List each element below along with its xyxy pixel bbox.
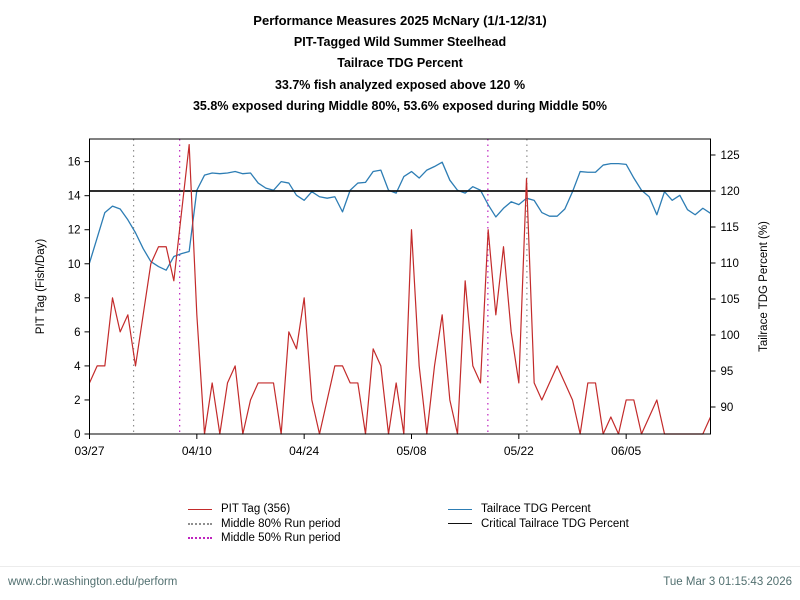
pit-tag-line-swatch <box>188 508 212 510</box>
legend-item-middle80: Middle 80% Run period <box>188 517 341 532</box>
legend-item-critical-tdg: Critical Tailrace TDG Percent <box>448 517 629 532</box>
plot-frame <box>89 138 711 435</box>
left-axis-tick-label: 4 <box>74 361 81 373</box>
x-axis-tick-label: 04/10 <box>182 444 212 458</box>
right-axis-tick-label: 125 <box>721 150 740 162</box>
legend-label: Middle 50% Run period <box>221 532 341 545</box>
legend-label: Tailrace TDG Percent <box>481 503 591 516</box>
legend-label: Critical Tailrace TDG Percent <box>481 517 629 530</box>
tdg-line-swatch <box>448 508 472 510</box>
chart-title-line5: 35.8% exposed during Middle 80%, 53.6% e… <box>192 99 607 113</box>
right-axis-tick-label: 95 <box>721 366 734 378</box>
middle80-line-swatch <box>188 522 212 525</box>
legend-item-middle50: Middle 50% Run period <box>188 531 341 546</box>
right-axis-tick-label: 105 <box>721 294 740 306</box>
right-axis-tick-label: 115 <box>721 222 739 234</box>
right-axis-tick-label: 120 <box>721 186 740 198</box>
chart-title-block: Performance Measures 2025 McNary (1/1-12… <box>0 10 800 118</box>
legend-label: Middle 80% Run period <box>221 517 341 530</box>
page-footer: www.cbr.washington.edu/perform Tue Mar 3… <box>0 566 800 600</box>
x-axis-tick-label: 05/08 <box>396 444 426 458</box>
tdg-percent-line <box>88 161 711 271</box>
left-axis-tick-label: 8 <box>74 293 80 305</box>
cbr-perform-link[interactable]: www.cbr.washington.edu/perform <box>8 576 178 588</box>
legend-left-column: PIT Tag (356) Middle 80% Run period Midd… <box>188 502 341 546</box>
chart-title-line3: Tailrace TDG Percent <box>337 56 463 70</box>
performance-chart: 0 2 4 6 8 10 12 14 16 90 95 100 105 110 115 120 125 03/27… <box>35 138 770 458</box>
left-axis-tick-label: 2 <box>74 395 80 407</box>
chart-title-line2: PIT-Tagged Wild Summer Steelhead <box>293 34 507 49</box>
x-axis-tick-label: 06/05 <box>611 444 641 458</box>
right-axis-tick-label: 90 <box>721 402 734 414</box>
left-axis-tick-label: 16 <box>68 157 81 169</box>
x-axis-tick-label: 05/22 <box>504 444 534 458</box>
right-axis-title: Tailrace TDG Percent (%) <box>758 221 770 352</box>
left-axis-tick-label: 10 <box>68 259 81 271</box>
x-axis-tick-label: 03/27 <box>74 444 104 458</box>
left-axis-tick-label: 14 <box>68 191 81 203</box>
legend-right-column: Tailrace TDG Percent Critical Tailrace T… <box>448 502 629 531</box>
critical-tdg-line-swatch <box>448 523 472 525</box>
left-axis-title: PIT Tag (Fish/Day) <box>35 239 47 335</box>
pit-tag-line <box>88 144 712 435</box>
render-timestamp: Tue Mar 3 01:15:43 2026 <box>663 576 792 588</box>
chart-title-line4: 33.7% fish analyzed exposed above 120 % <box>274 77 526 92</box>
legend-label: PIT Tag (356) <box>221 503 291 516</box>
left-axis-tick-label: 0 <box>74 429 80 441</box>
left-axis-tick-label: 12 <box>68 225 81 237</box>
chart-title-line1: Performance Measures 2025 McNary (1/1-12… <box>253 13 547 28</box>
left-axis-tick-label: 6 <box>74 327 80 339</box>
right-axis-tick-label: 110 <box>721 258 739 270</box>
middle50-line-swatch <box>188 537 212 540</box>
legend-item-tdg: Tailrace TDG Percent <box>448 502 629 517</box>
right-axis-tick-label: 100 <box>721 330 740 342</box>
legend-item-pit-tag: PIT Tag (356) <box>188 502 341 517</box>
x-axis-tick-label: 04/24 <box>289 444 319 458</box>
